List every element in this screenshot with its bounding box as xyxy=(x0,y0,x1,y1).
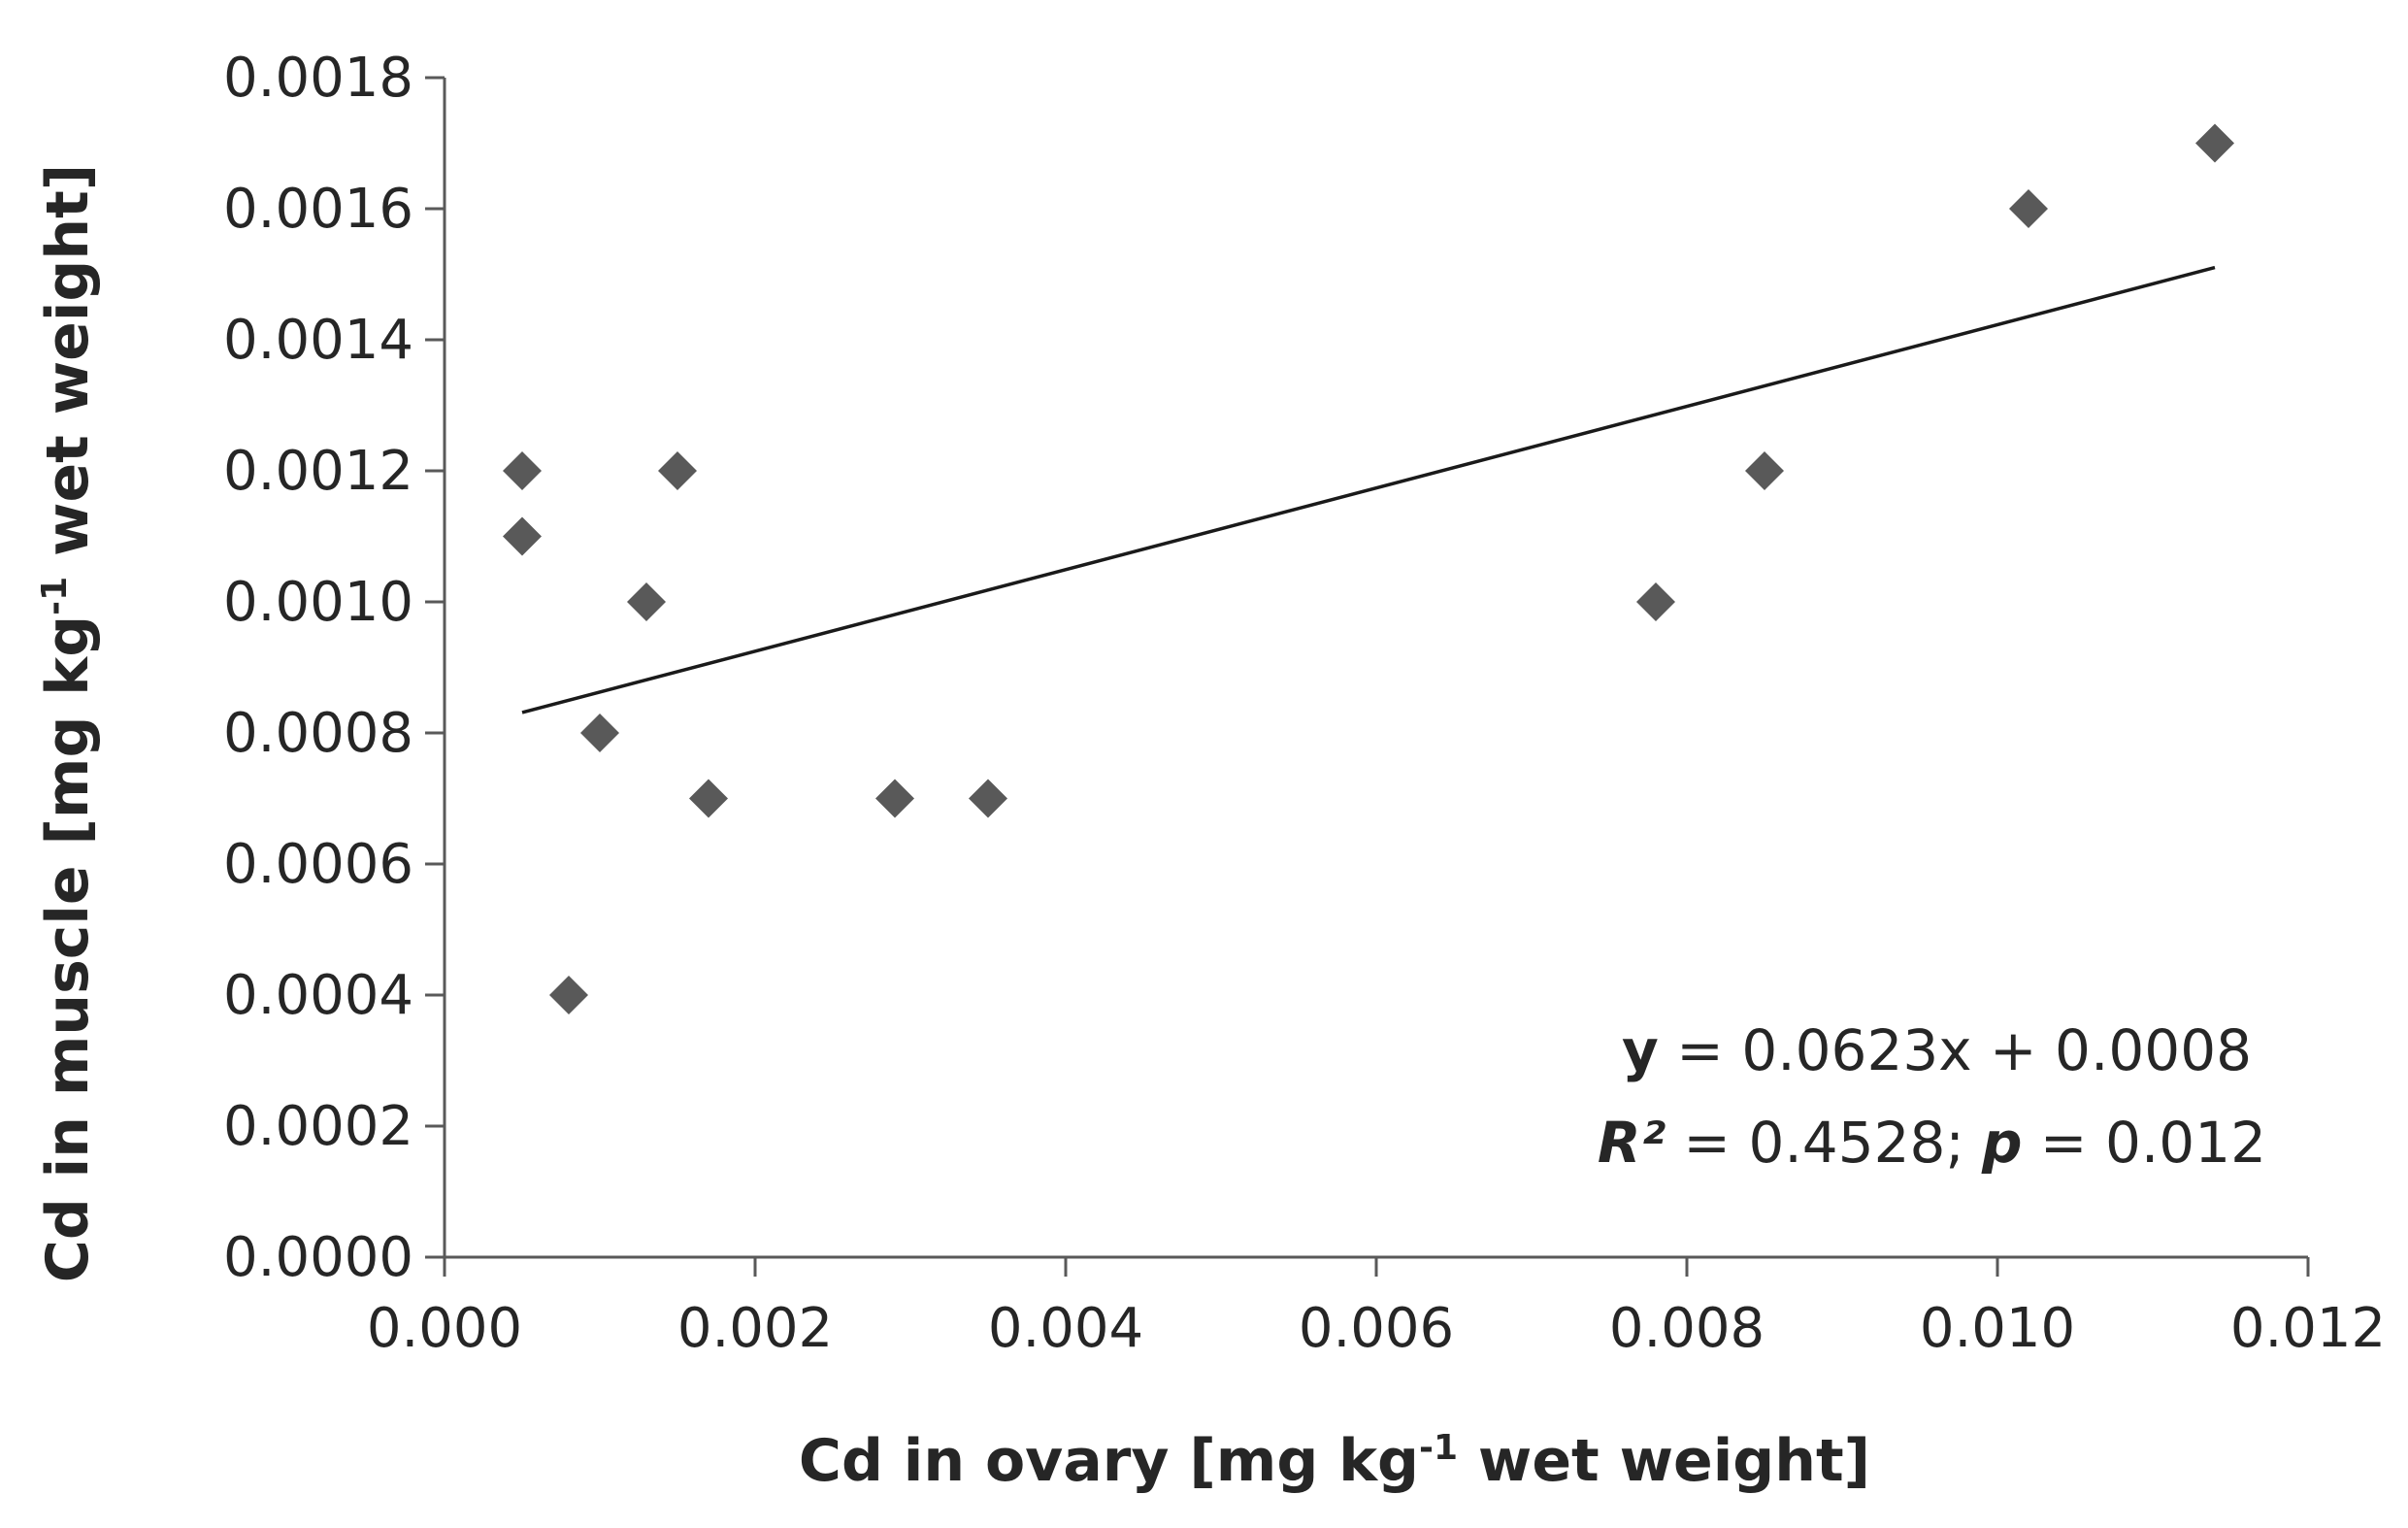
data-point xyxy=(503,451,542,490)
x-axis-title: Cd in ovary [mg kg-1 wet weight] xyxy=(799,1427,1870,1495)
data-point xyxy=(627,582,666,621)
y-tick-label: 0.0002 xyxy=(223,1095,413,1158)
y-axis-title: Cd in muscle [mg kg-1 wet weight] xyxy=(34,164,102,1282)
data-point xyxy=(1636,582,1675,621)
regression-stats: R² = 0.4528; p = 0.012 xyxy=(1598,1110,2266,1176)
y-tick-label: 0.0018 xyxy=(223,47,413,110)
x-tick-label: 0.010 xyxy=(1920,1297,2075,1360)
data-point xyxy=(2009,189,2048,228)
y-tick-label: 0.0014 xyxy=(223,309,413,372)
y-tick-label: 0.0004 xyxy=(223,964,413,1027)
x-tick-label: 0.006 xyxy=(1299,1297,1454,1360)
y-tick-label: 0.0006 xyxy=(223,833,413,896)
y-tick-label: 0.0012 xyxy=(223,440,413,503)
y-tick-label: 0.0016 xyxy=(223,178,413,241)
y-tick-label: 0.0008 xyxy=(223,702,413,765)
y-tick-label: 0.0010 xyxy=(223,571,413,634)
data-point xyxy=(580,714,619,752)
data-point xyxy=(549,976,588,1014)
x-tick-label: 0.012 xyxy=(2230,1297,2386,1360)
y-tick-label: 0.0000 xyxy=(223,1226,413,1289)
regression-equation: y = 0.0623x + 0.0008 xyxy=(1622,1017,2252,1083)
data-point xyxy=(503,516,542,556)
x-tick-label: 0.008 xyxy=(1609,1297,1765,1360)
x-tick-label: 0.000 xyxy=(367,1297,522,1360)
data-point xyxy=(2195,123,2234,163)
data-point xyxy=(875,779,914,818)
data-point xyxy=(969,779,1007,818)
trendline xyxy=(521,265,2216,714)
data-point xyxy=(689,779,728,818)
x-tick-label: 0.002 xyxy=(677,1297,833,1360)
data-point xyxy=(658,451,697,490)
data-point xyxy=(1745,451,1784,490)
x-tick-label: 0.004 xyxy=(988,1297,1143,1360)
